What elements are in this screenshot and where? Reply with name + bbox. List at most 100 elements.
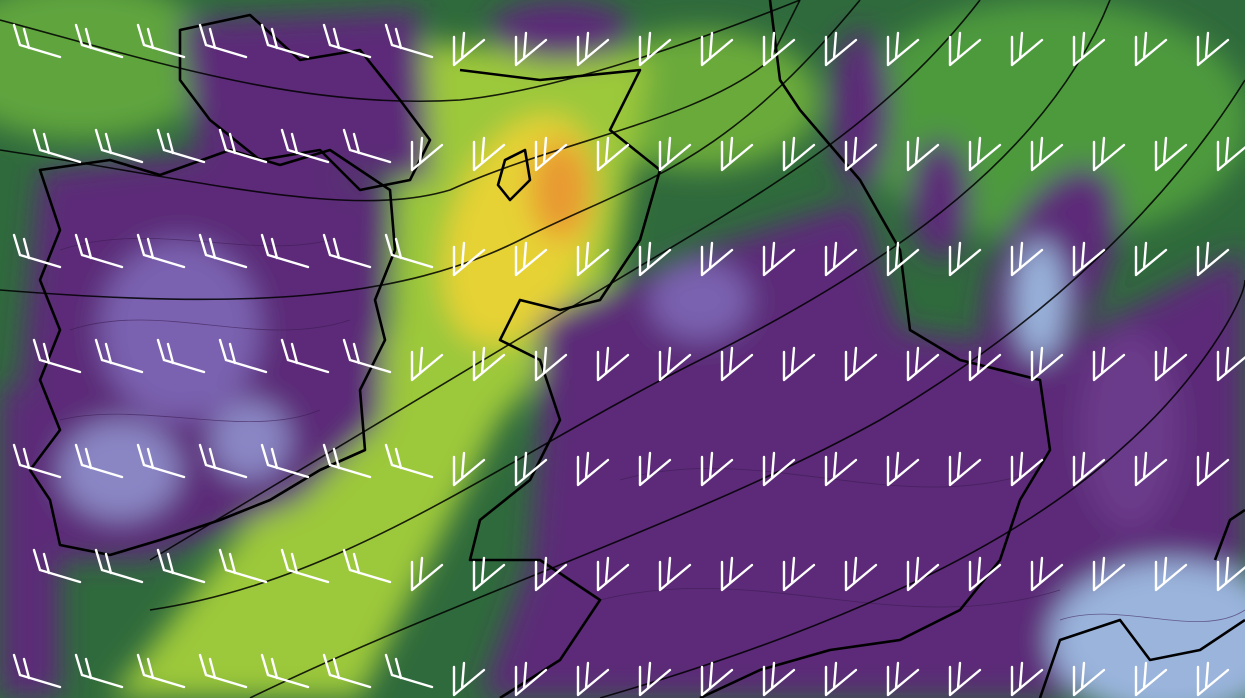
wind-barb-icon [1092,556,1126,592]
wind-barb-icon [762,241,796,277]
wind-barb-icon [700,661,734,697]
wind-barb-icon [156,548,206,584]
wind-barb-icon [844,556,878,592]
wind-barb-icon [94,128,144,164]
wind-barb-icon [410,136,444,172]
wind-barb-icon [534,136,568,172]
wind-barb-icon [824,661,858,697]
wind-barb-icon [1216,556,1245,592]
wind-barb-icon [1196,31,1230,67]
wind-barb-icon [1134,241,1168,277]
wind-barb-icon [260,23,310,59]
wind-barb-icon [1216,346,1245,382]
wind-barb-icon [218,128,268,164]
wind-barb-icon [1092,346,1126,382]
wind-barb-icon [638,451,672,487]
wind-barb-icon [218,548,268,584]
wind-barb-icon [472,556,506,592]
wind-barb-icon [384,443,434,479]
wind-barb-icon [824,31,858,67]
wind-barb-icon [576,31,610,67]
wind-barb-icon [472,136,506,172]
wind-barb-icon [32,548,82,584]
wind-barb-icon [948,661,982,697]
wind-barb-icon [136,233,186,269]
wind-barb-icon [342,128,392,164]
wind-barb-icon [74,443,124,479]
wind-barb-icon [1072,451,1106,487]
wind-barb-icon [906,346,940,382]
wind-barb-icon [514,31,548,67]
wind-barb-icon [74,233,124,269]
wind-barb-icon [280,338,330,374]
wind-barb-icon [1134,661,1168,697]
wind-barb-icon [1010,451,1044,487]
wind-barb-icon [322,653,372,689]
wind-barb-icon [700,241,734,277]
wind-barb-icon [1196,661,1230,697]
wind-barb-icon [280,548,330,584]
wind-barb-icon [1030,346,1064,382]
wind-barb-icon [1072,31,1106,67]
wind-barb-icon [1196,451,1230,487]
wind-barb-icon [886,241,920,277]
wind-barb-icon [384,233,434,269]
wind-barb-icon [322,443,372,479]
wind-barb-icon [658,346,692,382]
france-coast [1038,618,1245,698]
wind-barb-icon [700,451,734,487]
wind-barb-icon [198,443,248,479]
wind-barb-icon [94,338,144,374]
wind-barb-icon [12,653,62,689]
wind-barb-icon [886,31,920,67]
wind-barb-icon [596,346,630,382]
wind-barb-icon [1134,31,1168,67]
netherlands-coast [1213,508,1245,561]
wind-barb-icon [280,128,330,164]
wind-barb-icon [1134,451,1168,487]
wind-barb-icon [720,136,754,172]
wind-barb-icon [700,31,734,67]
wind-barb-icon [452,31,486,67]
wind-barb-icon [638,241,672,277]
wind-barb-icon [32,338,82,374]
wind-barb-icon [198,233,248,269]
wind-barb-icon [94,548,144,584]
wind-barb-icon [1010,31,1044,67]
wind-barb-icon [514,661,548,697]
wind-barb-icon [968,346,1002,382]
wind-barb-icon [886,451,920,487]
wind-barb-icon [844,346,878,382]
wind-barb-icon [452,661,486,697]
wind-barb-icon [596,556,630,592]
wind-barbs [12,23,1245,697]
wind-barb-icon [968,136,1002,172]
wind-barb-icon [260,233,310,269]
wind-barb-icon [886,661,920,697]
wind-barb-icon [824,241,858,277]
scotland-coast [178,13,432,192]
wind-barb-icon [596,136,630,172]
wind-barb-icon [514,241,548,277]
wind-barb-icon [156,128,206,164]
wind-barb-icon [1216,136,1245,172]
wind-barb-icon [12,233,62,269]
wind-barb-icon [782,556,816,592]
wind-barb-icon [472,346,506,382]
wind-barb-icon [844,136,878,172]
wind-barb-icon [410,556,444,592]
wind-barb-icon [74,653,124,689]
wind-barb-icon [762,661,796,697]
ireland-coast [28,148,397,557]
wind-barb-icon [1030,136,1064,172]
wind-barb-icon [322,23,372,59]
wind-barb-icon [452,451,486,487]
britain-coast [459,0,1052,698]
wind-barb-icon [824,451,858,487]
wind-barb-icon [322,233,372,269]
wind-barb-icon [514,451,548,487]
wind-barb-icon [74,23,124,59]
wind-barb-icon [1196,241,1230,277]
wind-barb-icon [782,136,816,172]
